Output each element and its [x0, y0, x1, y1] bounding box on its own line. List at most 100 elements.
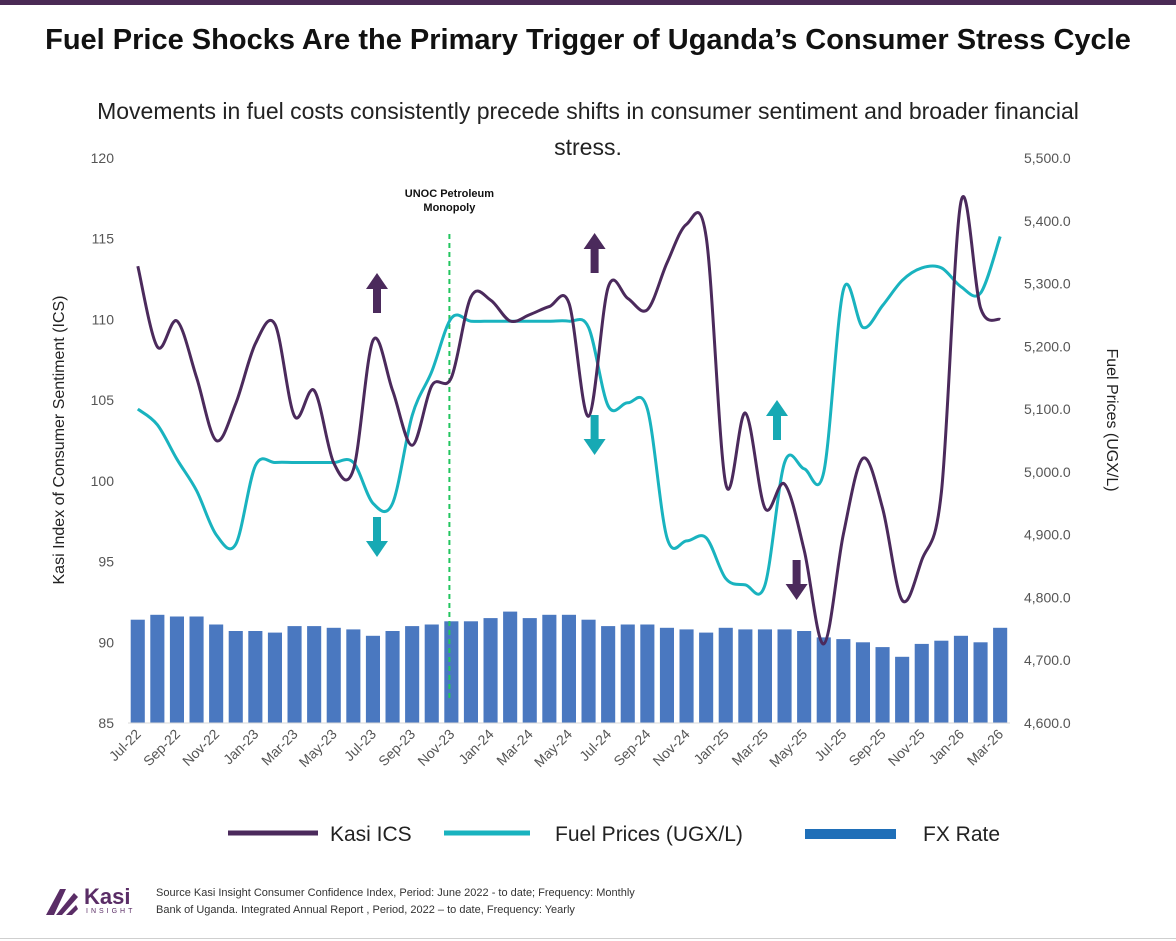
fx-bar	[561, 614, 576, 723]
x-tick-label: Jul-23	[341, 726, 379, 764]
legend: Kasi ICS Fuel Prices (UGX/L) FX Rate	[228, 823, 1000, 846]
x-tick-label: Jan-24	[455, 726, 497, 768]
left-axis-ticks: 85 90 95 100 105 110 115 120	[91, 150, 115, 731]
y2-axis-title: Fuel Prices (UGX/L)	[1103, 348, 1120, 491]
x-tick-label: Sep-22	[140, 726, 183, 769]
bottom-divider	[0, 938, 1176, 939]
x-tick-label: Sep-25	[845, 726, 888, 769]
fx-bar	[385, 631, 400, 723]
trend-arrow-down	[366, 517, 388, 557]
x-tick-label: Mar-24	[493, 726, 536, 769]
fx-bar	[542, 614, 557, 723]
chart: 85 90 95 100 105 110 115 120 4,600.0 4,700.0 4,80…	[51, 150, 1120, 846]
x-tick-label: Sep-23	[375, 726, 418, 769]
fx-bar	[150, 614, 165, 723]
fx-bar	[816, 637, 831, 723]
x-tick-label: Mar-25	[728, 726, 771, 769]
fx-bar	[581, 619, 596, 723]
trend-arrow-up	[766, 400, 788, 440]
trend-arrow-down	[583, 415, 606, 455]
fx-bar	[659, 627, 674, 723]
fx-bar	[601, 626, 616, 723]
fx-bar	[718, 627, 733, 723]
y2-tick-label: 4,900.0	[1024, 527, 1071, 543]
source-note: Source Kasi Insight Consumer Confidence …	[156, 885, 635, 919]
y2-tick-label: 5,300.0	[1024, 276, 1071, 292]
legend-label: Kasi ICS	[330, 823, 412, 846]
fx-bar	[483, 618, 498, 723]
brand-name: Kasi	[84, 884, 131, 909]
source-line: Source Kasi Insight Consumer Confidence …	[156, 887, 635, 899]
legend-label: FX Rate	[923, 823, 1000, 846]
y-tick-label: 120	[91, 150, 115, 166]
fx-bar	[934, 640, 949, 723]
x-tick-label: Nov-24	[649, 726, 692, 769]
brand-tagline: INSIGHT	[86, 908, 136, 915]
x-tick-label: Jan-25	[690, 726, 732, 768]
fx-bar	[620, 624, 635, 723]
y-axis-title: Kasi Index of Consumer Sentiment (ICS)	[51, 295, 68, 584]
y2-tick-label: 5,200.0	[1024, 338, 1071, 354]
right-axis-ticks: 4,600.0 4,700.0 4,800.0 4,900.0 5,000.0 5,100…	[1024, 150, 1071, 731]
y2-tick-label: 4,700.0	[1024, 652, 1071, 668]
chart-title: Fuel Price Shocks Are the Primary Trigge…	[45, 24, 1131, 56]
fx-bar	[209, 624, 224, 723]
fx-bars	[130, 611, 1008, 723]
fx-bar	[953, 635, 968, 723]
x-tick-label: Jul-25	[811, 726, 849, 764]
fx-bar	[640, 624, 655, 723]
y2-tick-label: 5,100.0	[1024, 401, 1071, 417]
chart-subtitle: Movements in fuel costs consistently pre…	[97, 98, 1079, 160]
fx-bar	[679, 629, 694, 723]
fx-bar	[405, 626, 420, 723]
x-tick-label: Jul-22	[106, 726, 144, 764]
fx-bar	[228, 631, 243, 723]
unoc-annotation: UNOC Petroleum Monopoly	[405, 188, 494, 214]
fx-bar	[463, 621, 478, 723]
x-tick-label: Jul-24	[576, 726, 614, 764]
fx-bar	[797, 631, 812, 723]
y2-tick-label: 5,000.0	[1024, 464, 1071, 480]
x-tick-label: Jan-26	[926, 726, 968, 768]
unoc-marker: UNOC Petroleum Monopoly	[405, 188, 494, 700]
fx-bar	[993, 627, 1008, 723]
trend-arrow-up	[583, 233, 606, 273]
fx-bar	[307, 626, 322, 723]
x-tick-label: Sep-24	[610, 726, 653, 769]
y2-tick-label: 4,600.0	[1024, 715, 1071, 731]
fx-bar	[267, 632, 282, 723]
fx-bar	[503, 611, 518, 723]
fx-bar	[169, 616, 184, 723]
x-tick-label: Mar-26	[964, 726, 1007, 769]
y-tick-label: 85	[98, 715, 114, 731]
x-tick-label: Jan-23	[220, 726, 262, 768]
x-tick-label: May-24	[531, 726, 575, 770]
ics-line	[136, 195, 1001, 646]
y-tick-label: 100	[91, 473, 115, 489]
fx-bar	[757, 629, 772, 723]
x-tick-label: Nov-25	[885, 726, 928, 769]
x-tick-label: Mar-23	[258, 726, 301, 769]
legend-swatch	[805, 829, 896, 839]
fx-bar	[875, 647, 890, 723]
fx-bar	[248, 631, 263, 723]
fx-bar	[444, 621, 459, 723]
fx-bar	[365, 635, 380, 723]
fx-bar	[777, 629, 792, 723]
y-tick-label: 115	[92, 231, 115, 247]
fx-bar	[836, 639, 851, 723]
y2-tick-label: 4,800.0	[1024, 589, 1071, 605]
fx-bar	[346, 629, 361, 723]
y2-tick-label: 5,500.0	[1024, 150, 1071, 166]
fuel-price-line	[136, 236, 1002, 596]
y-tick-label: 105	[91, 392, 115, 408]
fx-bar	[699, 632, 714, 723]
fx-bar	[287, 626, 302, 723]
x-tick-label: May-25	[766, 726, 810, 770]
series-lines	[136, 195, 1002, 646]
fx-bar	[522, 618, 537, 723]
fx-bar	[855, 642, 870, 723]
y-tick-label: 110	[92, 311, 115, 327]
fx-bar	[895, 656, 910, 723]
fx-bar	[973, 642, 988, 723]
